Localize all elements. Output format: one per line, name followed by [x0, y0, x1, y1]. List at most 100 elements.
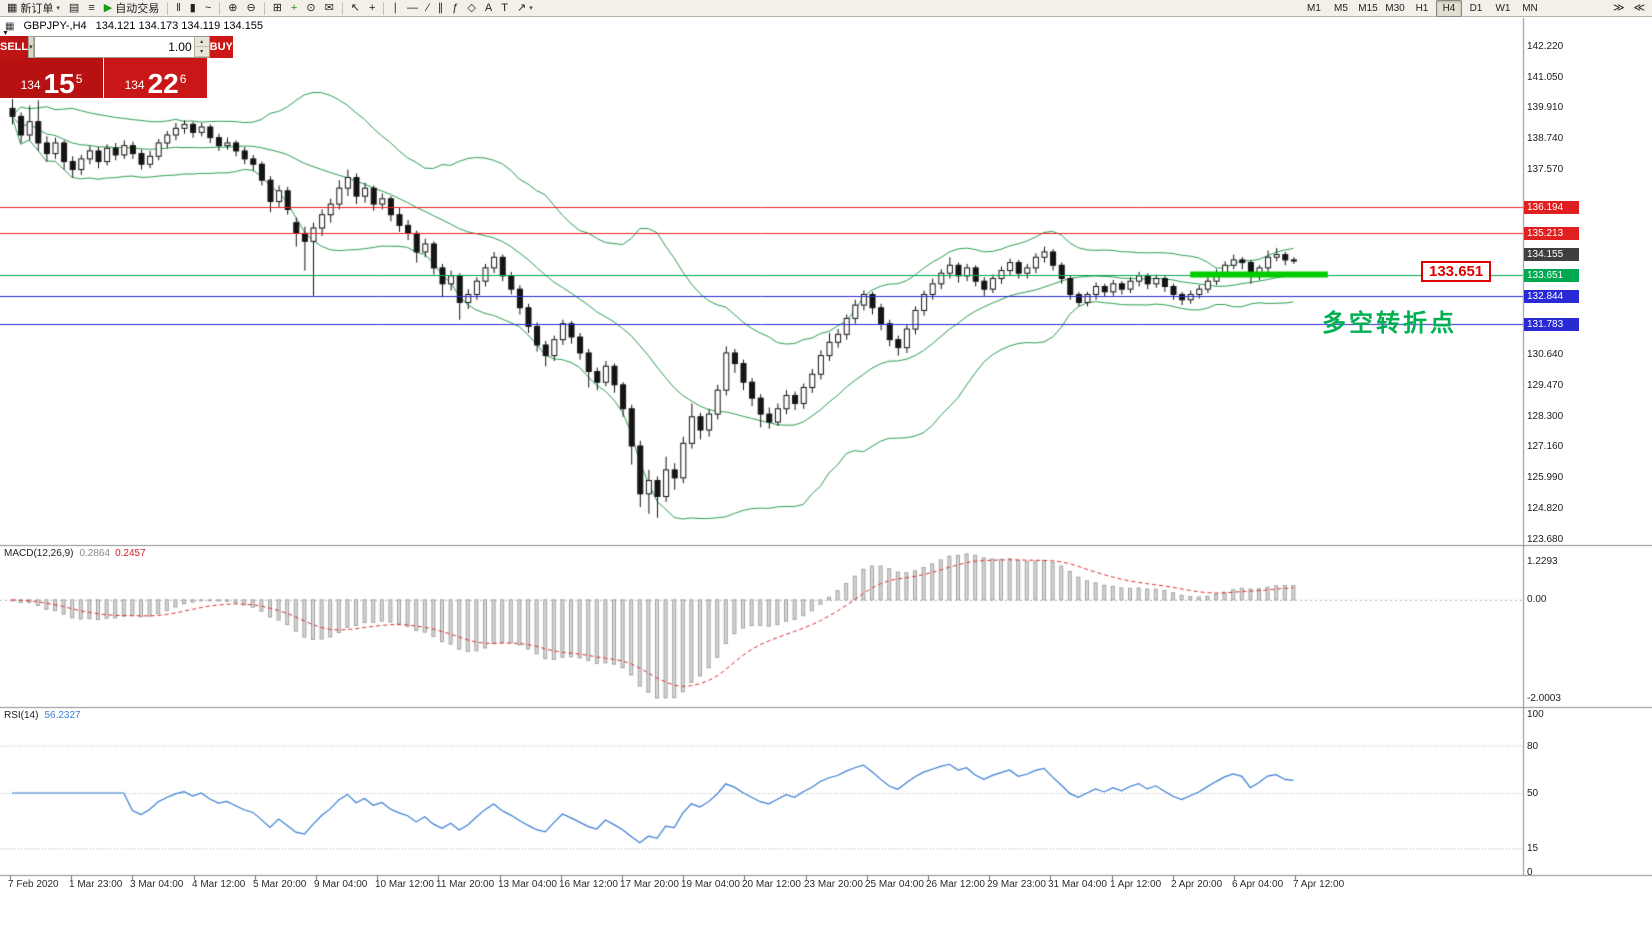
time-axis-label: 1 Mar 23:00 [69, 879, 123, 890]
mail-icon[interactable]: ✉ [321, 0, 338, 17]
autotrading-button[interactable]: ▶ 自动交易 [100, 0, 163, 17]
profiles-icon: ≡ [88, 1, 95, 14]
zoom-out-icon[interactable]: ⊖ [242, 0, 259, 17]
volume-box: ▴ ▾ [33, 36, 210, 58]
new-chart-icon[interactable]: + [287, 0, 301, 17]
time-axis-label: 26 Mar 12:00 [926, 879, 985, 890]
price-axis-label: 128.300 [1527, 411, 1564, 422]
volume-down-icon[interactable]: ▾ [194, 47, 209, 57]
macd-main-value: 0.2864 [79, 548, 111, 559]
timeframe-button-w1[interactable]: W1 [1495, 2, 1511, 14]
toolbar-separator [383, 1, 385, 15]
price-axis-label: 123.680 [1527, 534, 1564, 545]
zoom-in-icon[interactable]: ⊕ [224, 0, 241, 17]
period-icon: ⊙ [306, 1, 316, 14]
timeframe-button-h1[interactable]: H1 [1415, 2, 1429, 14]
rsi-axis-label: 50 [1527, 788, 1539, 799]
timeframe-button-m30[interactable]: M30 [1385, 2, 1405, 14]
price-axis-label: 138.740 [1527, 133, 1564, 144]
rsi-indicator-label: RSI(14) 56.2327 [4, 710, 81, 721]
candlestick-chart-icon: ▮ [189, 1, 196, 14]
timeframe-button-d1[interactable]: D1 [1469, 2, 1483, 14]
rsi-axis-label: 0 [1527, 867, 1533, 878]
buy-button[interactable]: BUY [209, 36, 233, 58]
new-order-button[interactable]: ▦ 新订单 ▾ [3, 0, 64, 17]
time-axis-label: 11 Mar 20:00 [436, 879, 495, 890]
price-tag-136.194: 136.194 [1524, 201, 1579, 214]
macd-axis-top: 1.2293 [1527, 556, 1558, 567]
time-axis-label: 4 Mar 12:00 [192, 879, 246, 890]
timeframe-button-h4[interactable]: H4 [1435, 0, 1462, 17]
period-icon[interactable]: ⊙ [302, 0, 319, 17]
one-click-collapse-icon[interactable]: ▼ [2, 30, 9, 37]
zoom-in-icon: ⊕ [228, 1, 238, 14]
crosshair-icon[interactable]: + [365, 0, 379, 17]
time-axis-label: 20 Mar 12:00 [742, 879, 801, 890]
caret-down-icon: ▾ [56, 5, 60, 12]
chart-shift-icon[interactable]: ≪ [1629, 0, 1649, 17]
text-icon: A [484, 1, 493, 14]
time-axis-label: 7 Feb 2020 [8, 879, 59, 890]
macd-axis-bottom: -2.0003 [1527, 693, 1561, 704]
time-axis-label: 13 Mar 04:00 [498, 879, 557, 890]
cursor-icon: ↖ [350, 1, 361, 14]
tile-windows-icon[interactable]: ⊞ [269, 0, 286, 17]
fibonacci-icon: ƒ [452, 1, 459, 14]
sell-price-pip: 5 [75, 72, 83, 86]
auto-scroll-icon[interactable]: ≫ [1609, 0, 1629, 17]
main-toolbar: ▦ 新订单 ▾ ▤ ≡ ▶ 自动交易 ‖ ▮ ~ ⊕ ⊖ ⊞ + ⊙ ✉ ↖ + ∣ ― ∕ ∥ ƒ ◇ A T ↗ ▾ M1 M5 M15… [0, 0, 1652, 17]
channel-icon[interactable]: ∥ [434, 0, 448, 17]
time-axis-label: 19 Mar 04:00 [681, 879, 740, 890]
crosshair-icon: + [369, 1, 376, 14]
timeframe-button-m1[interactable]: M1 [1307, 2, 1321, 14]
time-axis-label: 3 Mar 04:00 [130, 879, 184, 890]
timeframe-button-mn[interactable]: MN [1522, 2, 1538, 14]
bar-chart-icon[interactable]: ‖ [172, 0, 185, 17]
candlestick-mini-icon: ▦ [5, 20, 15, 32]
time-axis-label: 16 Mar 12:00 [559, 879, 618, 890]
timeframe-button-m5[interactable]: M5 [1334, 2, 1348, 14]
candlestick-chart-icon[interactable]: ▮ [186, 0, 200, 17]
sell-price-main: 15 [43, 67, 75, 99]
time-axis-label: 6 Apr 04:00 [1232, 879, 1284, 890]
price-axis-label: 139.910 [1527, 102, 1564, 113]
time-axis-label: 17 Mar 20:00 [620, 879, 679, 890]
trendline-icon[interactable]: ∕ [423, 0, 433, 17]
channel-icon: ∥ [437, 1, 444, 14]
sell-button[interactable]: SELL [0, 36, 29, 58]
sell-price-button[interactable]: 134 15 5 [0, 58, 103, 98]
time-axis-label: 7 Apr 12:00 [1293, 879, 1345, 890]
new-chart-icon: + [290, 1, 298, 14]
macd-signal-value: 0.2457 [115, 548, 146, 559]
symbol-period-label: GBPJPY-,H4 [23, 20, 87, 32]
price-tag-131.783: 131.783 [1524, 318, 1579, 331]
chart-window-icon[interactable]: ▤ [65, 0, 83, 17]
cursor-icon[interactable]: ↖ [347, 0, 364, 17]
toolbar-separator [219, 1, 221, 15]
shapes-icon[interactable]: ◇ [463, 0, 479, 17]
profiles-icon[interactable]: ≡ [84, 0, 98, 17]
volume-input[interactable] [34, 37, 194, 57]
sell-dropdown-icon[interactable]: ▾ [28, 36, 34, 58]
fibonacci-icon[interactable]: ƒ [448, 0, 462, 17]
toolbar-separator [341, 1, 343, 15]
arrows-icon[interactable]: ↗ ▾ [513, 0, 537, 17]
buy-price-button[interactable]: 134 22 6 [104, 58, 207, 98]
price-level-callout[interactable]: 133.651 [1421, 261, 1492, 282]
auto-scroll-icon: ≫ [1612, 1, 1625, 14]
label-icon[interactable]: T [497, 0, 512, 17]
time-axis-label: 29 Mar 23:00 [987, 879, 1046, 890]
vertical-line-icon[interactable]: ∣ [388, 0, 402, 17]
volume-up-icon[interactable]: ▴ [194, 37, 209, 47]
horizontal-line-icon[interactable]: ― [403, 0, 422, 17]
line-chart-icon[interactable]: ~ [201, 0, 215, 17]
one-click-top-row: SELL ▾ ▴ ▾ BUY [0, 36, 233, 58]
text-icon[interactable]: A [481, 0, 496, 17]
rsi-axis-label: 80 [1527, 741, 1539, 752]
horizontal-line-icon: ― [406, 1, 418, 14]
macd-name: MACD(12,26,9) [4, 548, 74, 559]
timeframe-button-m15[interactable]: M15 [1358, 2, 1378, 14]
time-axis-label: 23 Mar 20:00 [804, 879, 863, 890]
turning-point-note[interactable]: 多空转折点 [1322, 310, 1457, 337]
